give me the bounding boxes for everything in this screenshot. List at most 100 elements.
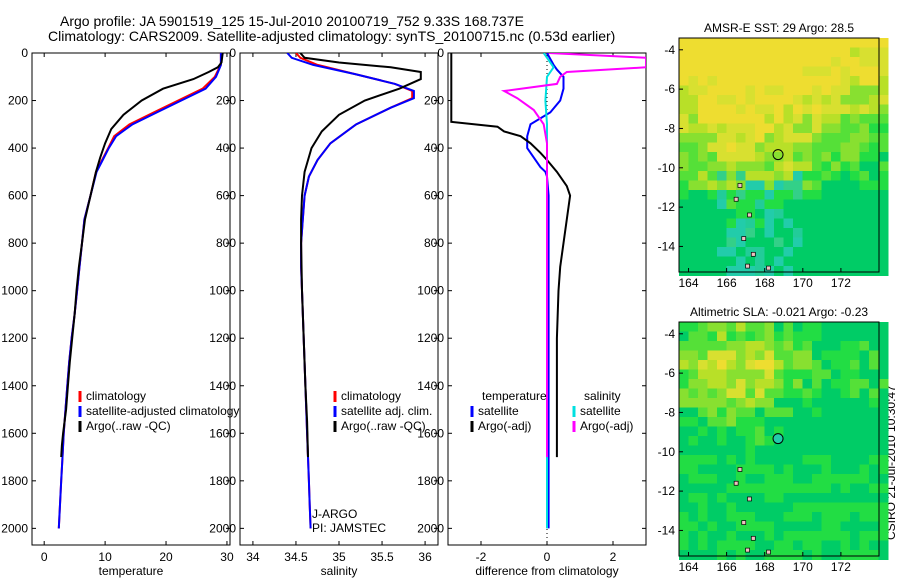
x-axis-label: difference from climatology [475, 564, 618, 578]
series-line-argo-raw-qc- [299, 53, 422, 458]
y-tick-label: 600 [8, 189, 28, 203]
plot-frame [239, 52, 439, 546]
y-tick-label: 600 [216, 189, 236, 203]
island-marker [741, 236, 747, 241]
y-tick-label: 400 [424, 141, 444, 155]
island-marker [737, 467, 743, 472]
y-tick-label: 200 [424, 94, 444, 108]
x-tick-label: 34.5 [284, 550, 308, 564]
island-marker [741, 520, 747, 525]
y-tick-label: -12 [658, 200, 676, 214]
argo-location-marker [772, 149, 784, 161]
x-tick-label: 2 [610, 550, 617, 564]
y-tick-label: 800 [424, 236, 444, 250]
x-tick-label: 172 [831, 560, 851, 574]
y-tick-label: 1800 [417, 474, 444, 488]
island-marker [766, 549, 771, 555]
panel-annotation: PI: JAMSTEC [312, 521, 386, 535]
y-tick-label: 1000 [417, 284, 444, 298]
island-marker [745, 547, 750, 553]
island-marker [747, 496, 752, 502]
y-tick-label: -14 [658, 239, 676, 253]
x-tick-label: 10 [98, 550, 112, 564]
x-tick-label: 172 [831, 276, 851, 290]
x-tick-label: 34 [246, 550, 260, 564]
legend-label: Argo(..raw -QC) [341, 419, 426, 433]
x-tick-label: 164 [679, 560, 699, 574]
chart-panel-difference: 0 200 400 600 800 1000 1200 1400 1600 1800 2000 -2 0… [417, 46, 647, 578]
x-tick-label: 164 [679, 276, 699, 290]
legend-label: satellite-adjusted climatology [86, 404, 239, 418]
island-marker [747, 212, 752, 218]
y-tick-label: 1800 [209, 474, 236, 488]
map-frame [678, 321, 880, 557]
legend-label: Argo(..raw -QC) [86, 419, 171, 433]
x-tick-label: 166 [717, 560, 737, 574]
map-field [679, 38, 889, 276]
x-tick-label: 35 [332, 550, 346, 564]
y-tick-label: 1600 [209, 426, 236, 440]
y-tick-label: 1400 [417, 379, 444, 393]
y-tick-label: 1400 [209, 379, 236, 393]
island-marker [745, 263, 750, 269]
x-tick-label: 0 [544, 550, 551, 564]
plot-frame [31, 52, 231, 546]
legend-label: satellite [580, 404, 621, 418]
y-tick-label: 2000 [1, 521, 28, 535]
y-tick-label: 600 [424, 189, 444, 203]
y-tick-label: -10 [658, 445, 676, 459]
x-axis-label: salinity [321, 564, 358, 578]
y-tick-label: 0 [21, 46, 28, 60]
x-tick-label: 170 [793, 276, 813, 290]
map-title: Altimetric SLA: -0.021 Argo: -0.23 [690, 305, 868, 319]
y-tick-label: 2000 [209, 521, 236, 535]
series-line-temperature-satellite [526, 53, 565, 529]
map-frame [678, 37, 880, 273]
island-marker [733, 480, 739, 486]
y-tick-label: 0 [229, 46, 236, 60]
y-tick-label: 800 [8, 236, 28, 250]
island-marker [766, 265, 771, 271]
y-tick-label: 1800 [1, 474, 28, 488]
y-tick-label: 1400 [1, 379, 28, 393]
x-tick-label: 170 [793, 560, 813, 574]
x-tick-label: 168 [755, 560, 775, 574]
island-marker [733, 196, 739, 202]
y-tick-label: -14 [658, 523, 676, 537]
map-panel-sst: AMSR-E SST: 29 Argo: 28.5 164 166 168 170 172… [658, 21, 889, 290]
y-tick-label: 1600 [417, 426, 444, 440]
x-tick-label: 0 [41, 550, 48, 564]
map-title: AMSR-E SST: 29 Argo: 28.5 [704, 21, 854, 35]
figure-title-line1: Argo profile: JA 5901519_125 15-Jul-2010… [60, 13, 524, 29]
chart-panel-salinity: 0 200 400 600 800 1000 1200 1400 1600 1800 2000 34 3… [209, 46, 439, 578]
map-panel-sla: Altimetric SLA: -0.021 Argo: -0.23 164 166… [658, 305, 889, 574]
series-group [450, 53, 646, 529]
legend-label: Argo(-adj) [478, 419, 531, 433]
y-tick-label: -4 [664, 43, 675, 57]
legend-label: temperature [482, 389, 547, 403]
legend-label: satellite adj. clim. [341, 404, 432, 418]
y-tick-label: 2000 [417, 521, 444, 535]
x-axis-label: temperature [99, 564, 164, 578]
y-tick-label: 1200 [417, 331, 444, 345]
y-tick-label: 1000 [209, 284, 236, 298]
legend-label: climatology [86, 389, 146, 403]
y-tick-label: -8 [664, 121, 675, 135]
series-line-salinity-argo-adj- [500, 53, 646, 458]
legend-label: Argo(-adj) [580, 419, 633, 433]
figure-title-line2: Climatology: CARS2009. Satellite-adjuste… [48, 28, 616, 44]
y-tick-label: -6 [664, 82, 675, 96]
series-line-argo-raw-qc- [60, 53, 224, 458]
map-field [679, 322, 889, 560]
y-tick-label: 800 [216, 236, 236, 250]
y-tick-label: 1000 [1, 284, 28, 298]
island-marker [750, 535, 756, 541]
legend-label: satellite [478, 404, 519, 418]
y-tick-label: -4 [664, 327, 675, 341]
legend-label: climatology [341, 389, 401, 403]
x-tick-label: 36 [418, 550, 432, 564]
y-tick-label: -8 [664, 405, 675, 419]
y-tick-label: 400 [8, 141, 28, 155]
